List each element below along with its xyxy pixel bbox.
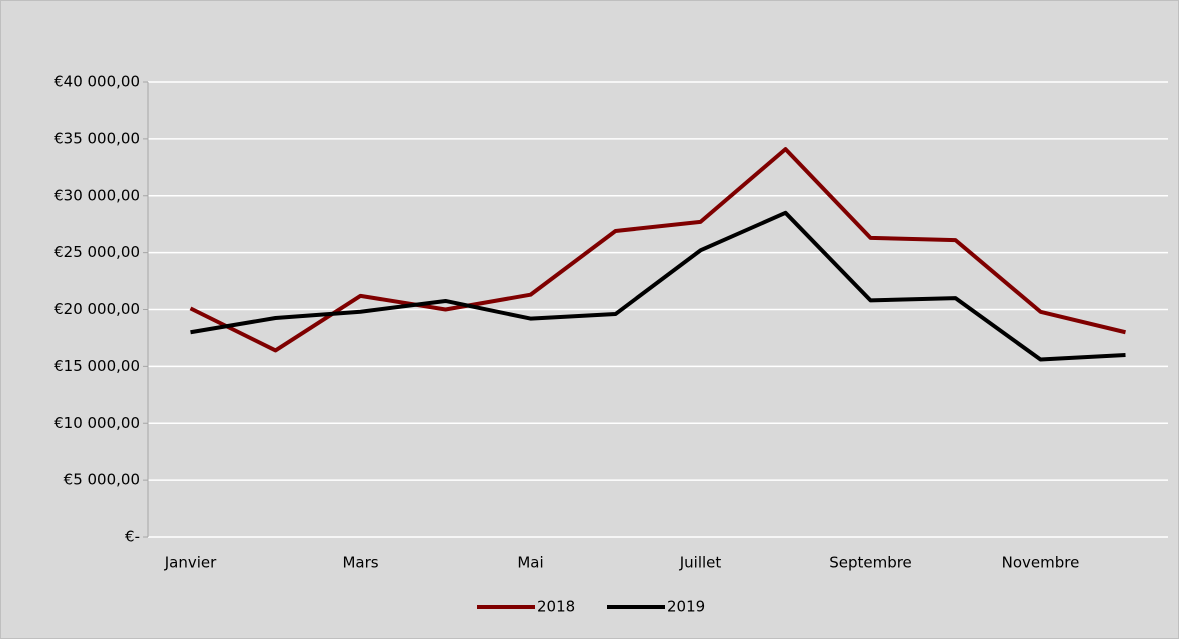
x-tick-label: Janvier (164, 554, 217, 572)
y-tick-label: €15 000,00 (54, 357, 140, 375)
legend-label: 2018 (537, 598, 575, 616)
x-tick-label: Novembre (1002, 554, 1080, 572)
y-tick-label: €25 000,00 (54, 243, 140, 261)
y-tick-label: €20 000,00 (54, 300, 140, 318)
legend-label: 2019 (667, 598, 705, 616)
x-tick-label: Juillet (679, 554, 722, 572)
y-tick-label: €35 000,00 (54, 129, 140, 147)
y-tick-label: €40 000,00 (54, 73, 140, 91)
y-tick-label: €- (125, 528, 140, 546)
line-series (189, 147, 1126, 353)
x-tick-label: Mars (342, 554, 378, 572)
line-series (190, 210, 1126, 362)
y-tick-label: €5 000,00 (64, 471, 140, 489)
x-tick-label: Mai (517, 554, 543, 572)
y-tick-label: €30 000,00 (54, 186, 140, 204)
y-tick-label: €10 000,00 (54, 414, 140, 432)
x-tick-label: Septembre (829, 554, 912, 572)
